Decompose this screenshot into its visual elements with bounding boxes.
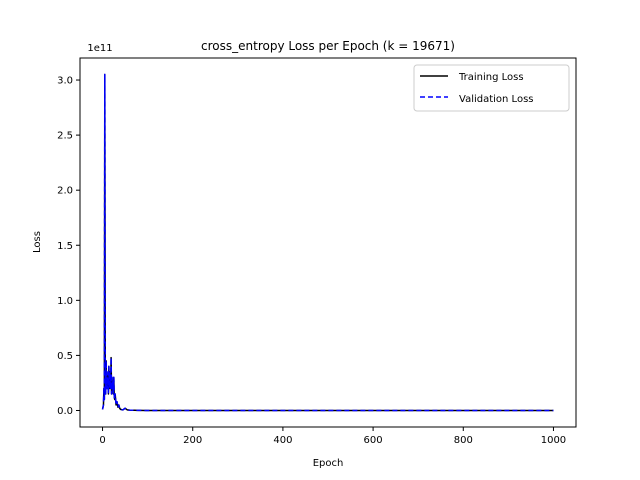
legend-label-validation: Validation Loss	[459, 94, 534, 105]
y-axis-label: Loss	[32, 231, 43, 253]
legend: Training Loss Validation Loss	[413, 64, 570, 112]
x-tick-label: 1000	[541, 435, 566, 446]
x-tick-label: 800	[454, 435, 473, 446]
validation-loss-line	[101, 73, 554, 412]
x-tick-label: 200	[183, 435, 202, 446]
y-offset-label: 1e11	[87, 43, 112, 54]
x-axis: 0 200 400 600 800 1000	[99, 427, 566, 446]
legend-label-training: Training Loss	[458, 72, 524, 83]
y-tick-label: 2.0	[57, 186, 73, 197]
plot-area-frame	[79, 57, 577, 428]
y-tick-label: 0.0	[57, 406, 73, 417]
chart-title: cross_entropy Loss per Epoch (k = 19671)	[201, 39, 455, 53]
x-tick-label: 400	[273, 435, 292, 446]
y-tick-label: 3.0	[57, 76, 73, 87]
y-tick-label: 2.5	[57, 131, 73, 142]
x-tick-label: 600	[364, 435, 383, 446]
y-tick-label: 1.0	[57, 296, 73, 307]
series-lines	[101, 73, 554, 412]
y-tick-label: 0.5	[57, 351, 73, 362]
y-tick-label: 1.5	[57, 241, 73, 252]
x-tick-label: 0	[99, 435, 105, 446]
x-axis-label: Epoch	[313, 458, 344, 469]
y-axis: 0.0 0.5 1.0 1.5 2.0 2.5 3.0	[57, 76, 80, 417]
legend-box	[413, 64, 570, 112]
